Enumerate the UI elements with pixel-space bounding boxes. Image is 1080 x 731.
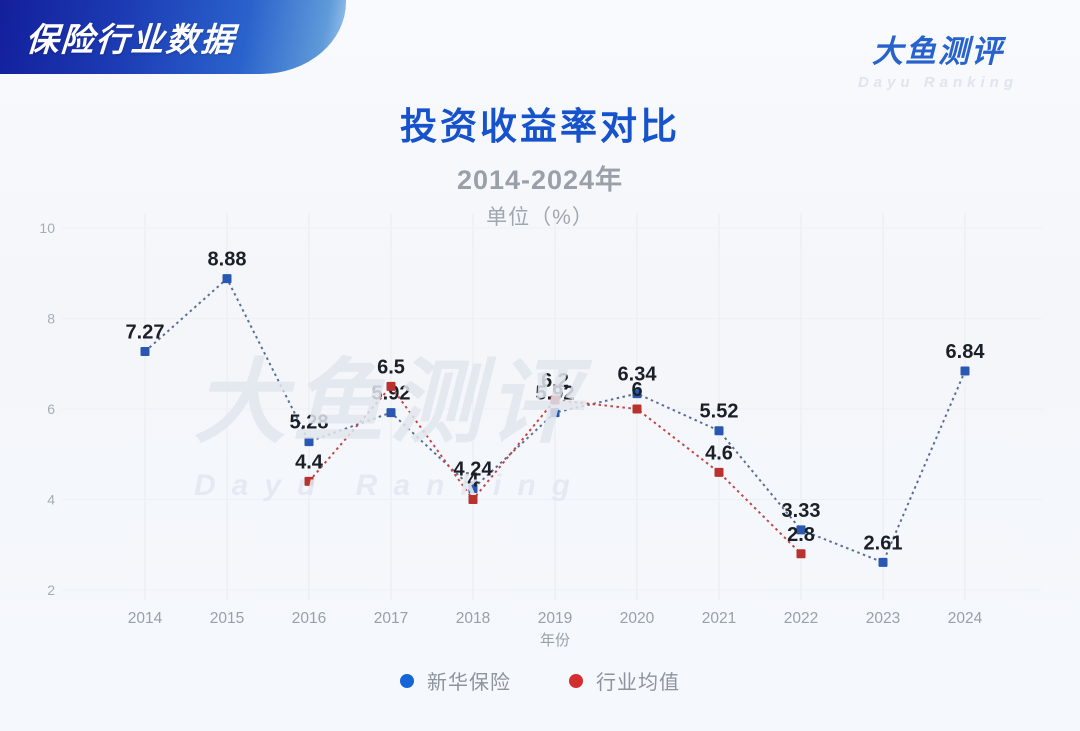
y-tick-label: 10	[39, 220, 55, 236]
x-tick-label: 2019	[538, 610, 572, 627]
y-tick-label: 2	[47, 582, 55, 598]
data-point-label: 5.52	[700, 401, 739, 423]
data-point-marker	[796, 525, 806, 535]
data-point-label: 6.5	[377, 356, 405, 378]
brand-subtitle: Dayu Ranking	[857, 74, 1018, 91]
data-point-marker	[960, 366, 970, 376]
data-point-label: 5.28	[290, 412, 329, 434]
x-tick-label: 2024	[948, 610, 983, 627]
page-subtitle: 2014-2024年	[456, 165, 624, 195]
data-point-marker	[386, 408, 396, 418]
legend-dot-blue	[400, 673, 414, 688]
x-tick-label: 2017	[374, 610, 408, 627]
y-tick-label: 4	[47, 492, 55, 508]
x-tick-label: 2016	[292, 610, 326, 627]
data-point-marker	[714, 467, 724, 477]
data-point-marker	[468, 495, 478, 504]
legend-item-industry: 行业均值	[569, 666, 680, 695]
data-point-marker	[304, 437, 314, 447]
brand-logo: 大鱼测评 Dayu Ranking	[858, 26, 1018, 91]
data-point-marker	[550, 408, 560, 418]
data-point-label: 4.4	[295, 451, 324, 473]
y-tick-label: 6	[47, 401, 55, 417]
x-tick-label: 2015	[210, 610, 244, 627]
legend-item-xinhua: 新华保险	[400, 666, 511, 695]
data-point-marker	[632, 404, 642, 414]
header-badge-label: 保险行业数据	[24, 21, 238, 58]
data-point-label: 6.2	[541, 370, 569, 392]
data-point-label: 5.92	[536, 383, 575, 405]
data-point-label: 8.88	[208, 249, 247, 271]
data-point-label: 4.6	[705, 442, 733, 464]
x-tick-label: 2023	[866, 610, 900, 627]
x-tick-label: 2021	[702, 610, 736, 627]
data-point-marker	[714, 426, 724, 436]
data-point-marker	[878, 557, 888, 567]
x-tick-label: 2014	[128, 610, 163, 627]
legend-label: 新华保险	[427, 672, 511, 694]
legend-label: 行业均值	[596, 672, 680, 694]
unit-label: 单位（%）	[486, 206, 594, 229]
chart-legend: 新华保险 行业均值	[0, 666, 1080, 695]
x-axis-title: 年份	[540, 632, 570, 649]
x-tick-label: 2020	[620, 610, 655, 627]
data-point-marker	[550, 395, 560, 405]
data-point-label: 4	[467, 470, 479, 492]
data-point-marker	[304, 476, 314, 486]
data-point-label: 2.8	[787, 524, 815, 546]
data-point-marker	[468, 484, 478, 494]
brand-name: 大鱼测评	[871, 34, 1004, 69]
data-point-marker	[632, 389, 642, 399]
data-point-label: 3.33	[782, 500, 821, 522]
data-point-label: 2.61	[864, 532, 903, 554]
data-point-marker	[222, 274, 232, 284]
data-point-marker	[796, 549, 806, 559]
x-tick-label: 2022	[784, 610, 818, 627]
y-tick-label: 8	[47, 311, 55, 327]
data-point-label: 6.84	[946, 341, 986, 363]
data-point-label: 4.24	[454, 459, 494, 481]
data-point-marker	[386, 381, 396, 391]
data-point-label: 6.34	[618, 364, 658, 386]
data-point-marker	[140, 347, 150, 357]
legend-dot-red	[569, 673, 583, 688]
page-title: 投资收益率对比	[400, 106, 680, 147]
data-point-label: 6	[631, 379, 642, 401]
x-tick-label: 2018	[456, 610, 490, 627]
data-point-label: 7.27	[126, 322, 165, 344]
header-badge: 保险行业数据	[0, 0, 346, 74]
